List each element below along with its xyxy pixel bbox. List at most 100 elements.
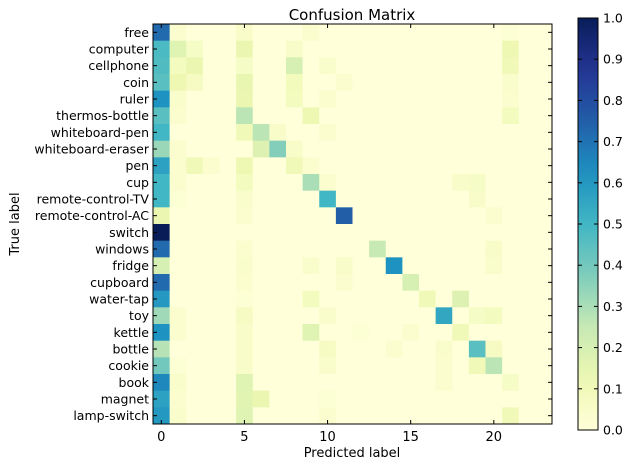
heatmap-cell (452, 374, 470, 392)
heatmap-cell (385, 74, 403, 92)
heatmap-cell (335, 24, 353, 42)
heatmap-cell (402, 24, 420, 42)
heatmap-cell (369, 207, 387, 225)
heatmap-cell (402, 407, 420, 425)
heatmap-cell (286, 240, 304, 258)
heatmap-cell (335, 140, 353, 158)
heatmap-cell (286, 124, 304, 142)
heatmap-cell (435, 374, 453, 392)
y-tick-label: pen (125, 158, 149, 173)
heatmap-cell (302, 407, 320, 425)
heatmap-cell (286, 357, 304, 375)
heatmap-cell (169, 240, 187, 258)
heatmap-cell (335, 157, 353, 175)
heatmap-cell (435, 107, 453, 125)
heatmap-cell (452, 140, 470, 158)
heatmap-cell (435, 274, 453, 292)
heatmap-cell (335, 340, 353, 358)
heatmap-cell (419, 390, 437, 408)
heatmap-cell (186, 224, 204, 242)
heatmap-cell (402, 357, 420, 375)
heatmap-cell (402, 140, 420, 158)
heatmap-cell (402, 157, 420, 175)
heatmap-cell (286, 290, 304, 308)
heatmap-cell (169, 157, 187, 175)
heatmap-cell (186, 40, 204, 58)
heatmap-cell (153, 340, 171, 358)
heatmap-cell (435, 390, 453, 408)
heatmap-cell (202, 257, 220, 275)
heatmap-cell (319, 174, 337, 192)
heatmap-cell (435, 174, 453, 192)
heatmap-cell (419, 40, 437, 58)
heatmap-cell (252, 274, 270, 292)
heatmap-cell (202, 274, 220, 292)
y-tick-label: cup (126, 175, 149, 190)
heatmap-cell (202, 307, 220, 325)
heatmap-cell (169, 24, 187, 42)
heatmap-cell (335, 224, 353, 242)
heatmap-cell (502, 407, 520, 425)
heatmap-cell (352, 374, 370, 392)
heatmap-cell (286, 107, 304, 125)
heatmap-cell (385, 124, 403, 142)
heatmap-cell (202, 74, 220, 92)
heatmap-cell (518, 124, 536, 142)
heatmap-cell (269, 374, 287, 392)
heatmap-cell (352, 190, 370, 208)
colorbar-tick-label: 0.0 (603, 423, 623, 438)
heatmap-cell (452, 324, 470, 342)
heatmap-cell (186, 407, 204, 425)
heatmap-cell (202, 374, 220, 392)
heatmap-cell (153, 207, 171, 225)
heatmap-cell (535, 374, 553, 392)
heatmap-cell (252, 224, 270, 242)
heatmap-cell (286, 407, 304, 425)
heatmap-cell (435, 240, 453, 258)
heatmap-cell (468, 207, 486, 225)
heatmap-cell (302, 240, 320, 258)
heatmap-cell (518, 157, 536, 175)
heatmap-cell (236, 174, 254, 192)
heatmap-cell (402, 174, 420, 192)
heatmap-cell (319, 90, 337, 108)
heatmap-cell (452, 390, 470, 408)
heatmap-cell (485, 290, 503, 308)
heatmap-cell (352, 290, 370, 308)
heatmap-cell (468, 24, 486, 42)
heatmap-cell (319, 107, 337, 125)
heatmap-cell (435, 190, 453, 208)
y-tick-label: remote-control-AC (35, 208, 149, 223)
heatmap-cell (252, 324, 270, 342)
heatmap-cell (352, 74, 370, 92)
heatmap-cell (502, 140, 520, 158)
y-tick-label: cookie (108, 358, 149, 373)
y-tick-label: free (124, 25, 149, 40)
heatmap-cell (352, 157, 370, 175)
heatmap-cell (369, 340, 387, 358)
colorbar-ticks: 0.0 0.1 0.2 0.3 0.4 0.5 0.6 0.7 0.8 0.9 1.0 (578, 11, 623, 438)
heatmap-cell (252, 24, 270, 42)
heatmap-cell (319, 340, 337, 358)
heatmap-cell (236, 57, 254, 75)
heatmap-cell (202, 107, 220, 125)
heatmap-cell (352, 240, 370, 258)
heatmap-cell (369, 190, 387, 208)
heatmap-cell (319, 124, 337, 142)
heatmap-cell (502, 390, 520, 408)
heatmap-cell (369, 107, 387, 125)
heatmap-cell (452, 274, 470, 292)
heatmap-cell (502, 207, 520, 225)
heatmap-cell (286, 140, 304, 158)
heatmap-cell (385, 340, 403, 358)
heatmap-cell (402, 324, 420, 342)
heatmap-cell (485, 90, 503, 108)
heatmap-cell (518, 57, 536, 75)
heatmap-cell (502, 157, 520, 175)
heatmap-cell (535, 140, 553, 158)
heatmap-cell (252, 74, 270, 92)
heatmap-cell (169, 374, 187, 392)
heatmap-cell (402, 307, 420, 325)
